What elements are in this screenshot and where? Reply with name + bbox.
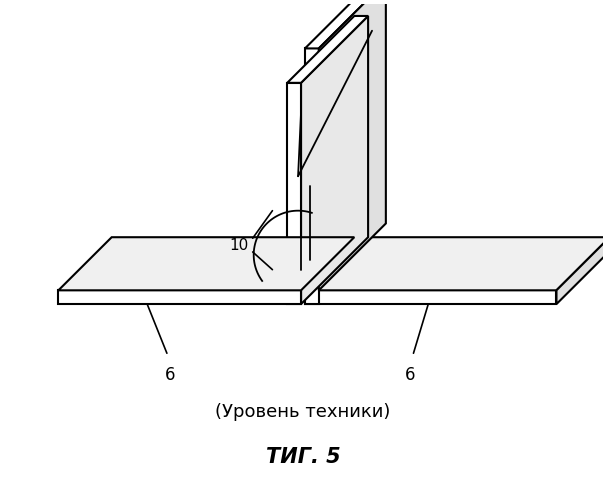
Polygon shape xyxy=(301,16,368,304)
Polygon shape xyxy=(58,290,301,304)
Polygon shape xyxy=(305,237,607,290)
Polygon shape xyxy=(557,237,607,304)
Text: ΤИГ. 5: ΤИГ. 5 xyxy=(266,446,341,466)
Polygon shape xyxy=(305,290,557,304)
Polygon shape xyxy=(287,16,368,83)
Text: 10: 10 xyxy=(229,238,249,252)
Text: 6: 6 xyxy=(164,366,175,384)
Polygon shape xyxy=(287,83,301,304)
Polygon shape xyxy=(305,48,319,304)
Polygon shape xyxy=(319,0,386,290)
Text: (Уровень техники): (Уровень техники) xyxy=(215,404,391,421)
Polygon shape xyxy=(354,16,368,237)
Polygon shape xyxy=(58,237,354,290)
Text: 6: 6 xyxy=(405,366,416,384)
Polygon shape xyxy=(305,0,386,48)
